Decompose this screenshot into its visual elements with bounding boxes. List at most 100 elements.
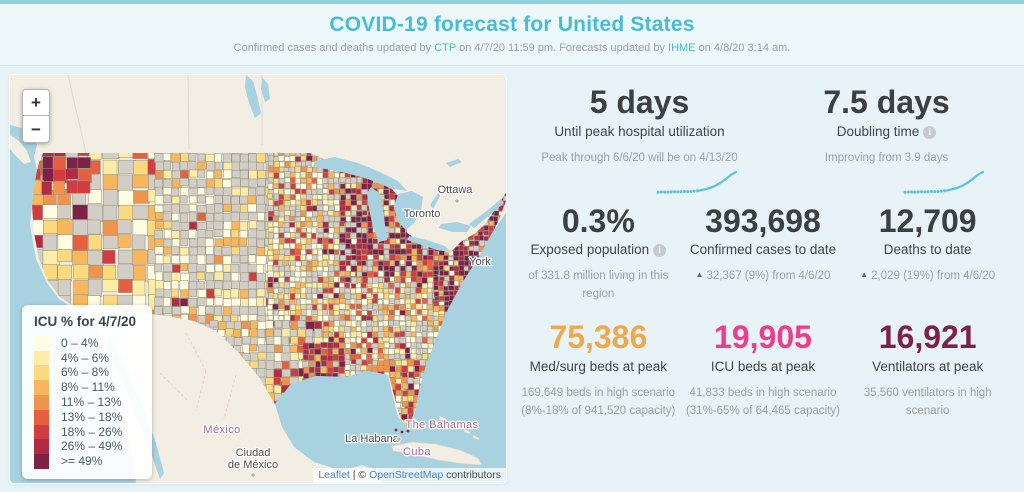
stat-ventilators: 16,921 Ventilators at peak 35,560 ventilat… [845,319,1010,420]
trend-sparkline-icon [903,170,985,194]
map-label: Ciudad [236,447,271,459]
stat-label: ICU beds at peak [710,358,816,374]
legend-label: 6% – 8% [61,365,110,380]
map-attribution: Leaflet | © OpenStreetMap contributors [313,468,506,483]
stat-value: 75,386 [549,319,648,356]
stat-label: Until peak hospital utilization [554,123,725,139]
stat-label: Deaths to date [883,242,972,258]
legend-swatch [34,350,49,366]
header: COVID-19 forecast for United States Conf… [0,4,1024,66]
legend-entry: 11% – 13% [34,395,136,410]
legend-entry: 0 – 4% [34,335,136,351]
trend-sparkline-icon [656,170,738,194]
map-label: México [203,424,240,436]
map-label: Ottawa [438,184,474,196]
stat-subtext: 41,833 beds in high scenario (31%-65% of… [685,386,841,417]
subtitle-text: on 4/8/20 3:14 am. [695,42,791,54]
stat-deaths: 12,709 Deaths to date ▲ 2,029 (19%) from 4/… [845,202,1010,304]
subtitle-text: Confirmed cases and deaths updated by [233,42,435,54]
attribution-text: | © [349,469,370,481]
legend-title: ICU % for 4/7/20 [34,313,137,329]
up-arrow-icon: ▲ [695,270,704,280]
stat-subtext: 169,649 beds in high scenario (8%-18% of… [521,386,676,417]
stat-change: ▲ 32,367 (9%) from 4/6/20 [695,270,831,283]
legend-label: >= 49% [61,454,103,469]
stat-label: Med/surg beds at peak [529,358,667,374]
legend-entry: 6% – 8% [34,365,136,381]
stat-value: 393,698 [705,202,821,239]
zoom-in-button[interactable]: + [22,89,50,116]
subtitle-text: on 4/7/20 11:59 pm. Forecasts updated by [456,42,669,54]
legend-label: 0 – 4% [61,335,99,350]
stats-panel: 5 days Until peak hospital utilization Pea… [506,75,1014,483]
map-label: The Bahamas [406,419,479,431]
legend-entry: 26% – 49% [34,439,136,455]
stat-subtext: Peak through 6/6/20 will be on 4/13/20 [541,151,738,164]
legend-entry: 8% – 11% [34,380,136,396]
top-accent-bar [0,0,1024,4]
legend-swatch [34,439,49,455]
leaflet-link[interactable]: Leaflet [318,469,350,481]
page-title: COVID-19 forecast for United States [329,13,695,36]
map-zoom-controls: + − [22,89,50,143]
stat-label: Doubling time i [763,124,1010,139]
legend-label: 11% – 13% [61,395,122,410]
legend-swatch [34,335,49,351]
legend-swatch [34,365,49,381]
stat-value: 19,905 [714,319,812,356]
stat-row: 0.3% Exposed population i of 331.8 million … [516,202,1010,304]
stat-value: 16,921 [878,319,977,356]
legend-entry: 13% – 18% [34,409,136,425]
legend-entry: >= 49% [34,454,136,469]
ihme-link[interactable]: IHME [668,42,696,54]
legend-scale: 0 – 4% 4% – 6% 6% – 8% 8% – 11% 11% – 13% 13%… [34,335,136,469]
zoom-out-button[interactable]: − [22,116,50,143]
stat-value: 5 days [589,84,690,120]
stat-subtext: Improving from 3.9 days [824,151,949,164]
legend-label: 18% – 26% [61,424,123,439]
stat-row: 75,386 Med/surg beds at peak 169,649 beds … [516,319,1010,420]
legend-swatch [34,395,49,410]
stat-label: Exposed population i [516,242,681,258]
map-label: Toronto [404,208,441,220]
legend-label: 4% – 6% [61,350,110,365]
legend-entry: 4% – 6% [34,350,136,366]
map-label: La Habana [345,433,400,445]
ctp-link[interactable]: CTP [434,42,457,54]
stat-value: 0.3% [561,202,635,239]
stat-subtext: of 331.8 million living in this region [528,270,669,301]
stat-label: Confirmed cases to date [689,242,837,258]
main-content: Ottawa Toronto York México Ciudad de México La… [0,66,1024,483]
map-label: de México [228,459,278,471]
stat-subtext: 35,560 ventilators in high scenario [863,386,992,417]
stat-label: Ventilators at peak [872,358,984,374]
legend-swatch [34,409,49,425]
stat-peak-days: 5 days Until peak hospital utilization Pea… [516,84,763,196]
map-legend: ICU % for 4/7/20 0 – 4% 4% – 6% 6% – 8% 8% … [22,304,153,479]
info-icon[interactable]: i [653,244,667,258]
stat-exposed-population: 0.3% Exposed population i of 331.8 million … [516,202,681,304]
map-panel: Ottawa Toronto York México Ciudad de México La… [10,75,506,483]
stat-change: ▲ 2,029 (19%) from 4/6/20 [860,270,996,283]
legend-swatch [34,380,49,396]
stat-confirmed-cases: 393,698 Confirmed cases to date ▲ 32,367 (9… [681,202,846,304]
stat-medsurg-beds: 75,386 Med/surg beds at peak 169,649 beds … [516,319,681,420]
map-label: Cuba [403,446,431,458]
legend-swatch [34,454,49,469]
map-label: York [469,256,491,268]
osm-link[interactable]: OpenStreetMap [369,469,444,481]
legend-label: 26% – 49% [61,439,123,454]
info-icon[interactable]: i [923,125,937,139]
stat-doubling-time: 7.5 days Doubling time i Improving from 3.9… [763,84,1010,196]
legend-swatch [34,424,49,440]
up-arrow-icon: ▲ [860,270,869,280]
stat-icu-beds: 19,905 ICU beds at peak 41,833 beds in hig… [681,319,846,420]
attribution-text: contributors [443,469,501,481]
legend-entry: 18% – 26% [34,424,136,440]
stat-value: 7.5 days [823,84,950,120]
legend-label: 13% – 18% [61,409,123,424]
stat-row: 5 days Until peak hospital utilization Pea… [516,84,1010,196]
subtitle: Confirmed cases and deaths updated by CT… [0,42,1024,54]
stat-value: 12,709 [878,202,977,239]
legend-label: 8% – 11% [61,380,115,395]
